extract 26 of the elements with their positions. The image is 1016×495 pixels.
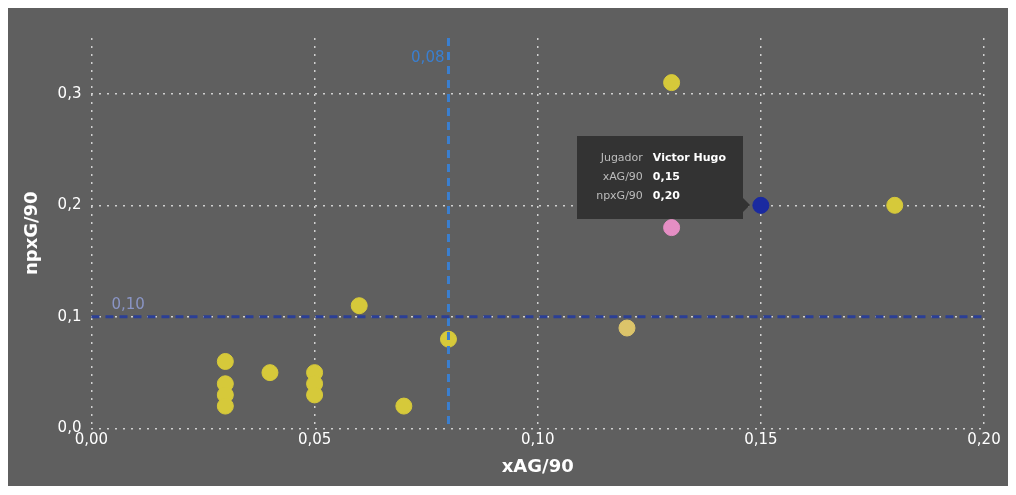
annotation: xAG/90 — [602, 169, 643, 186]
annotation: npxG/90 — [596, 188, 643, 205]
y-axis-title: npxG/90 — [20, 191, 42, 276]
point — [261, 364, 279, 382]
point — [663, 74, 681, 92]
x-tick-label: 0,15 — [744, 430, 778, 449]
annotation: Jugador — [600, 150, 643, 167]
x-tick-label: 0,10 — [521, 430, 555, 449]
annotation: 0,15 — [652, 169, 680, 186]
point — [216, 352, 234, 370]
y-tick-label: 0,1 — [57, 306, 82, 325]
y-tick-label: 0,2 — [57, 195, 82, 214]
ref-line-label: 0,08 — [411, 47, 445, 66]
x-axis-title: xAG/90 — [501, 454, 574, 476]
annotation: 0,20 — [652, 188, 680, 205]
annotation: Victor Hugo — [652, 150, 727, 167]
point — [618, 319, 636, 337]
point — [395, 397, 413, 415]
x-tick-label: 0,20 — [967, 430, 1001, 449]
point — [886, 196, 904, 214]
point — [350, 297, 368, 315]
y-tick-label: 0,3 — [57, 83, 82, 102]
point — [752, 196, 770, 214]
point — [663, 219, 681, 237]
ref-line-label: 0,10 — [111, 295, 145, 314]
x-tick-label: 0,05 — [297, 430, 332, 449]
